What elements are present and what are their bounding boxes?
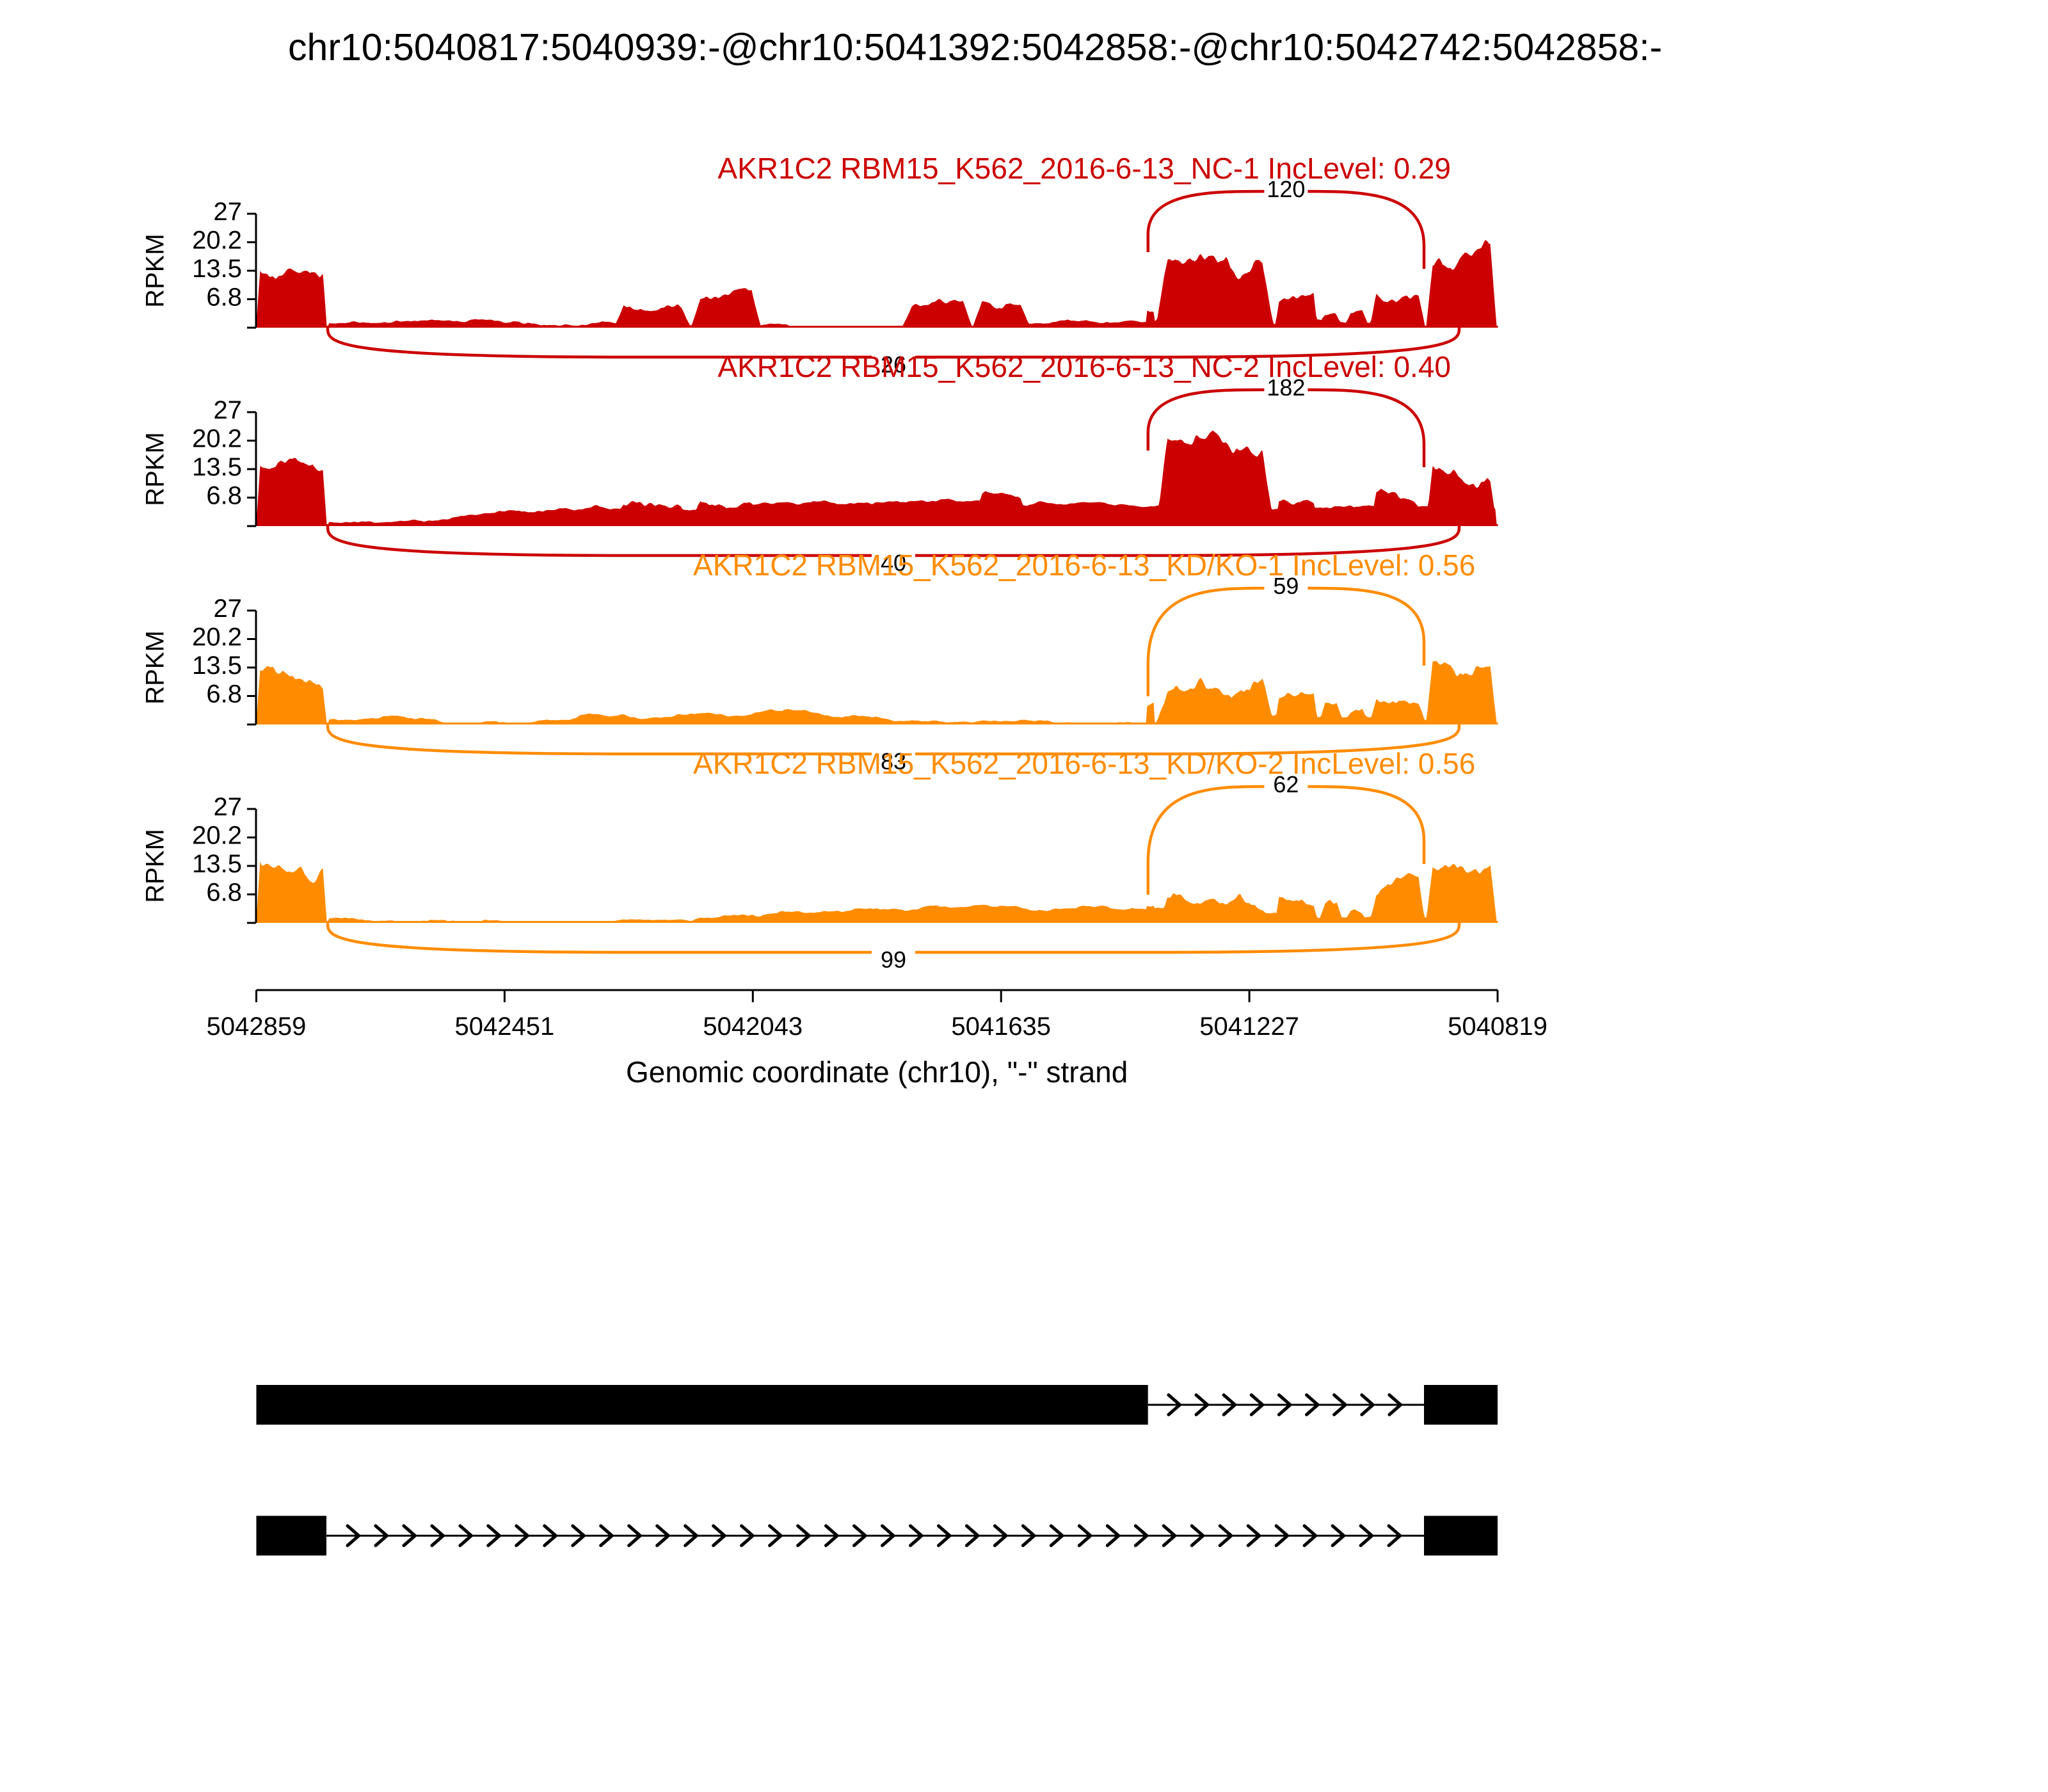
svg-text:5042043: 5042043 [703, 1012, 803, 1041]
svg-text:20.2: 20.2 [192, 425, 242, 453]
svg-text:5040819: 5040819 [1448, 1012, 1548, 1041]
svg-text:5041227: 5041227 [1199, 1012, 1299, 1041]
svg-text:20.2: 20.2 [192, 623, 242, 652]
svg-text:99: 99 [881, 947, 906, 973]
svg-text:5042451: 5042451 [455, 1012, 555, 1041]
svg-text:20.2: 20.2 [192, 822, 242, 850]
svg-text:RPKM: RPKM [141, 630, 170, 705]
svg-text:13.5: 13.5 [192, 255, 242, 283]
svg-text:13.5: 13.5 [192, 453, 242, 481]
svg-text:RPKM: RPKM [141, 234, 170, 308]
svg-text:27: 27 [214, 793, 243, 821]
svg-text:6.8: 6.8 [206, 482, 242, 510]
svg-text:120: 120 [1267, 176, 1305, 202]
svg-text:6.8: 6.8 [206, 879, 242, 907]
svg-text:27: 27 [214, 396, 243, 424]
svg-text:AKR1C2 RBM15_K562_2016-6-13_NC: AKR1C2 RBM15_K562_2016-6-13_NC-2 IncLeve… [717, 350, 1451, 383]
svg-text:5041635: 5041635 [951, 1012, 1051, 1041]
svg-text:RPKM: RPKM [141, 432, 170, 506]
svg-text:AKR1C2 RBM15_K562_2016-6-13_KD: AKR1C2 RBM15_K562_2016-6-13_KD/KO-1 IncL… [693, 548, 1475, 582]
svg-text:62: 62 [1273, 771, 1299, 797]
svg-text:59: 59 [1273, 573, 1299, 599]
svg-text:6.8: 6.8 [206, 284, 242, 312]
svg-text:27: 27 [214, 595, 243, 623]
svg-text:Genomic coordinate (chr10), "-: Genomic coordinate (chr10), "-" strand [626, 1055, 1128, 1089]
svg-text:182: 182 [1267, 374, 1305, 401]
svg-text:RPKM: RPKM [141, 829, 170, 903]
svg-text:5042859: 5042859 [207, 1012, 307, 1041]
svg-text:AKR1C2 RBM15_K562_2016-6-13_KD: AKR1C2 RBM15_K562_2016-6-13_KD/KO-2 IncL… [693, 747, 1475, 780]
svg-text:AKR1C2 RBM15_K562_2016-6-13_NC: AKR1C2 RBM15_K562_2016-6-13_NC-1 IncLeve… [717, 152, 1451, 185]
svg-text:6.8: 6.8 [206, 680, 242, 708]
svg-text:13.5: 13.5 [192, 652, 242, 680]
svg-text:27: 27 [214, 198, 243, 226]
svg-text:13.5: 13.5 [192, 850, 242, 878]
svg-text:20.2: 20.2 [192, 227, 242, 255]
